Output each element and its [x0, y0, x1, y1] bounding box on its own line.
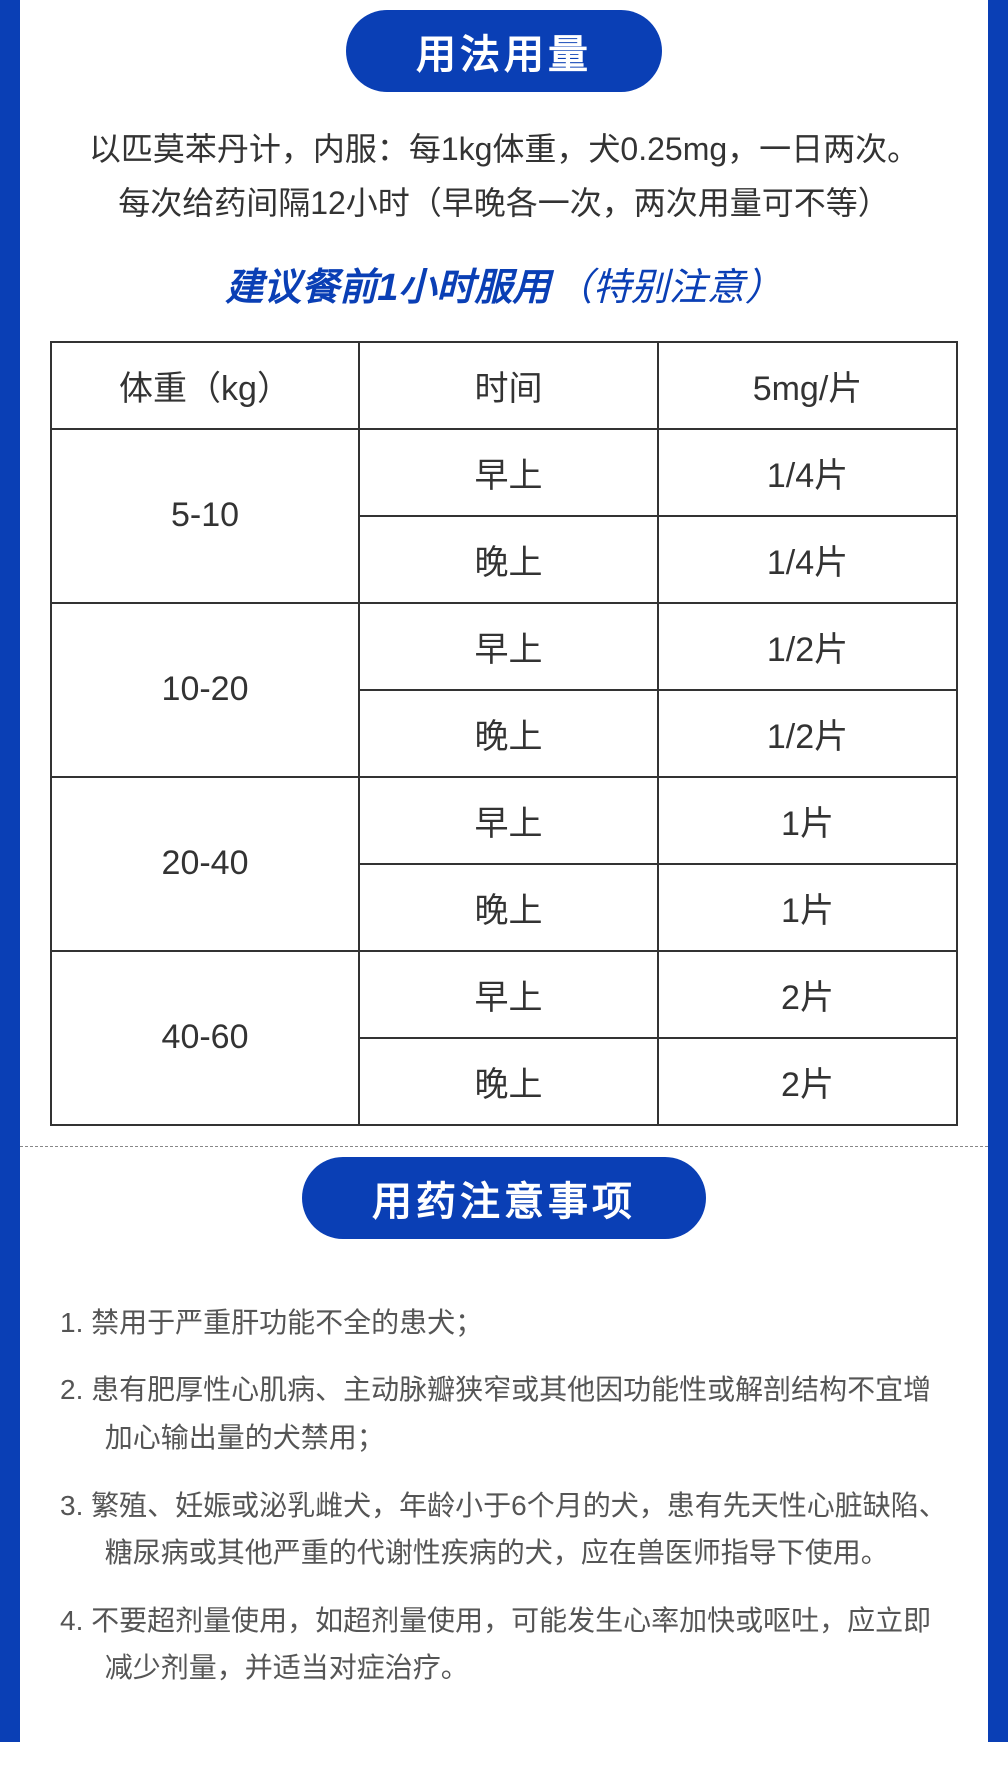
table-header-row: 体重（kg） 时间 5mg/片 [51, 342, 957, 429]
dosage-table: 体重（kg） 时间 5mg/片 5-10 早上 1/4片 晚上 1/4片 10-… [50, 341, 958, 1126]
intro-line-2: 每次给药间隔12小时（早晚各一次，两次用量可不等） [50, 176, 958, 230]
page-frame: 用法用量 以匹莫苯丹计，内服：每1kg体重，犬0.25mg，一日两次。 每次给药… [0, 0, 1008, 1742]
cell-weight: 5-10 [51, 429, 359, 603]
cell-time-morning: 早上 [359, 429, 658, 516]
cell-time-morning: 早上 [359, 603, 658, 690]
cell-dose-morning: 1/4片 [658, 429, 957, 516]
cell-weight: 40-60 [51, 951, 359, 1125]
cell-dose-morning: 1片 [658, 777, 957, 864]
emphasis-note-text: （特别注意） [555, 267, 783, 309]
header-weight: 体重（kg） [51, 342, 359, 429]
cell-time-morning: 早上 [359, 777, 658, 864]
section1-header-wrap: 用法用量 [20, 0, 988, 122]
header-time: 时间 [359, 342, 658, 429]
list-item: 1. 禁用于严重肝功能不全的患犬； [60, 1289, 948, 1357]
cell-dose-morning: 2片 [658, 951, 957, 1038]
cell-time-evening: 晚上 [359, 1038, 658, 1125]
list-item: 4. 不要超剂量使用，如超剂量使用，可能发生心率加快或呕吐，应立即减少剂量，并适… [60, 1587, 948, 1702]
cell-time-morning: 早上 [359, 951, 658, 1038]
cell-time-evening: 晚上 [359, 516, 658, 603]
table-row: 20-40 早上 1片 [51, 777, 957, 864]
cell-dose-evening: 1片 [658, 864, 957, 951]
intro-line-1: 以匹莫苯丹计，内服：每1kg体重，犬0.25mg，一日两次。 [50, 122, 958, 176]
cell-dose-evening: 2片 [658, 1038, 957, 1125]
table-row: 10-20 早上 1/2片 [51, 603, 957, 690]
cell-weight: 10-20 [51, 603, 359, 777]
header-dose: 5mg/片 [658, 342, 957, 429]
cell-dose-evening: 1/4片 [658, 516, 957, 603]
cell-time-evening: 晚上 [359, 864, 658, 951]
emphasis-line: 建议餐前1小时服用 （特别注意） [20, 256, 988, 341]
section1-title-pill: 用法用量 [346, 10, 662, 92]
section2-title-pill: 用药注意事项 [302, 1157, 706, 1239]
cell-dose-morning: 1/2片 [658, 603, 957, 690]
list-item: 3. 繁殖、妊娠或泌乳雌犬，年龄小于6个月的犬，患有先天性心脏缺陷、糖尿病或其他… [60, 1472, 948, 1587]
table-row: 40-60 早上 2片 [51, 951, 957, 1038]
emphasis-bold-text: 建议餐前1小时服用 [225, 267, 550, 309]
cell-dose-evening: 1/2片 [658, 690, 957, 777]
section2-header-wrap: 用药注意事项 [20, 1147, 988, 1269]
precautions-list: 1. 禁用于严重肝功能不全的患犬； 2. 患有肥厚性心肌病、主动脉瓣狭窄或其他因… [20, 1269, 988, 1702]
cell-weight: 20-40 [51, 777, 359, 951]
table-row: 5-10 早上 1/4片 [51, 429, 957, 516]
cell-time-evening: 晚上 [359, 690, 658, 777]
list-item: 2. 患有肥厚性心肌病、主动脉瓣狭窄或其他因功能性或解剖结构不宜增加心输出量的犬… [60, 1356, 948, 1471]
intro-text-block: 以匹莫苯丹计，内服：每1kg体重，犬0.25mg，一日两次。 每次给药间隔12小… [20, 122, 988, 256]
